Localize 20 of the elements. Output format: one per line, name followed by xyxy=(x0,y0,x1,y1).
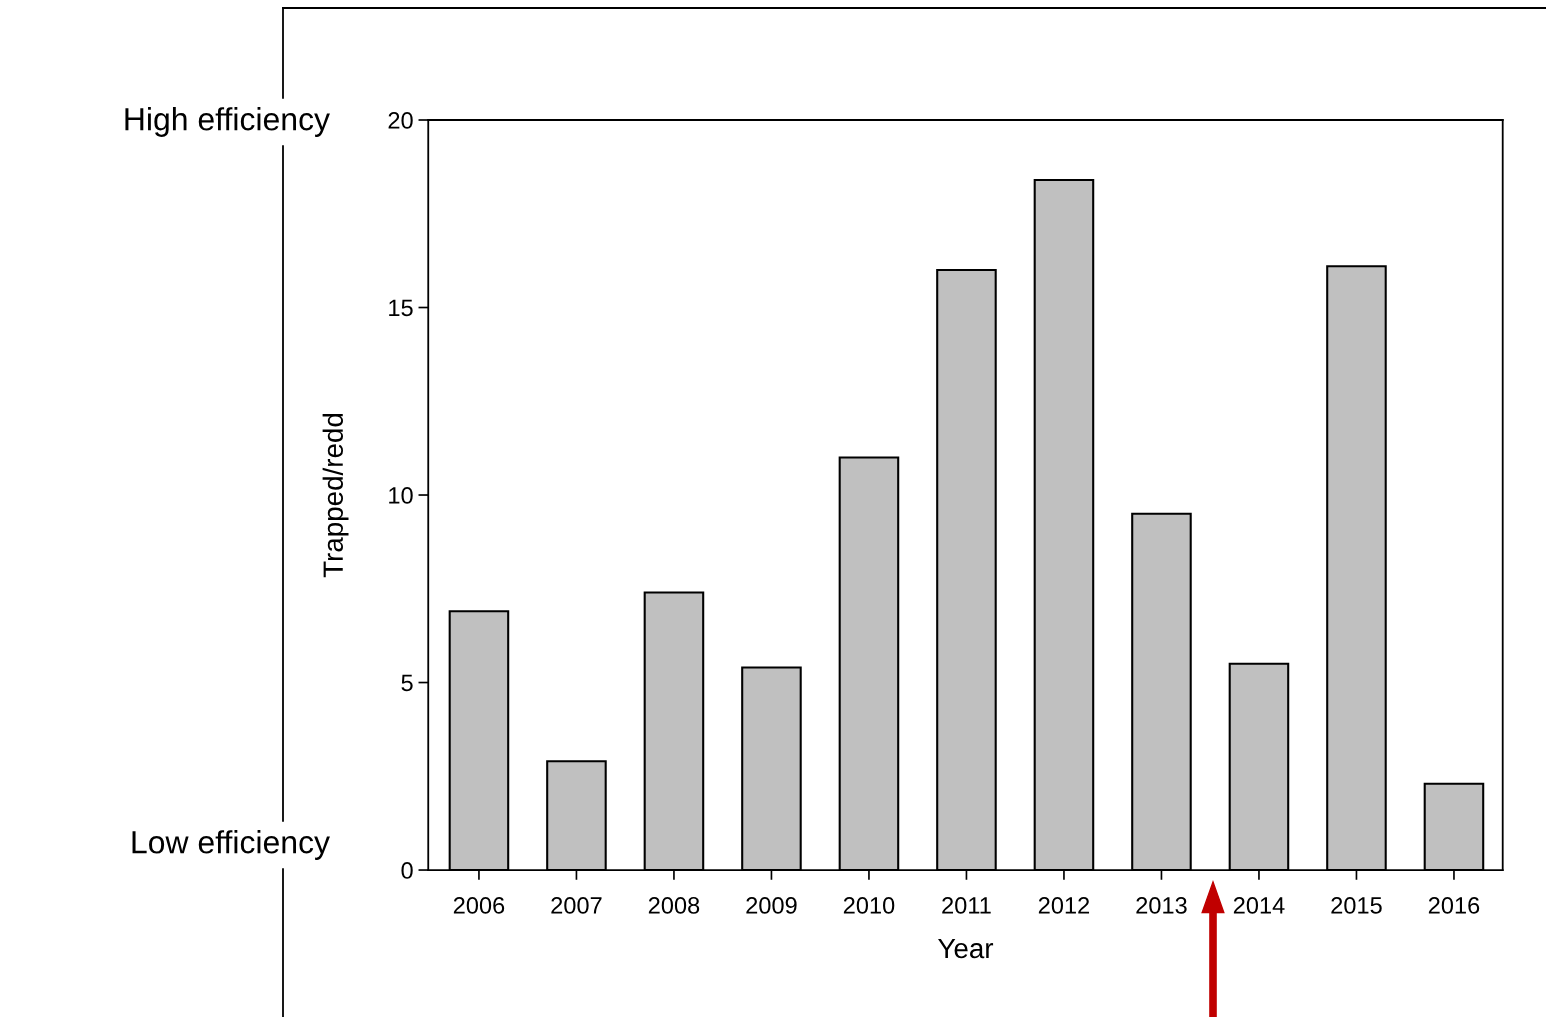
x-tick-label: 2006 xyxy=(453,897,505,914)
text: High efficiency xyxy=(125,107,330,137)
y-tick-label: 15 xyxy=(389,299,413,317)
x-tick-label: 2016 xyxy=(1428,897,1480,914)
y-tick-label: 10 xyxy=(389,487,413,504)
y-tick-label: 0 xyxy=(401,862,413,879)
x-tick-label: 2015 xyxy=(1331,897,1382,914)
x-tick-label: 2008 xyxy=(648,897,700,914)
x-tick-label: 2013 xyxy=(1136,897,1187,914)
x-tick-label: 2010 xyxy=(843,897,895,914)
x-tick-label: 2012 xyxy=(1038,897,1090,914)
y-axis-title: Trapped/redd xyxy=(322,413,349,578)
x-axis-title: Year xyxy=(938,938,994,959)
y-tick-label: 5 xyxy=(401,674,413,692)
x-tick-label: 2014 xyxy=(1233,897,1285,914)
x-tick-label: 2007 xyxy=(551,897,602,914)
x-tick-label: 2009 xyxy=(746,897,797,914)
x-tick-label: 2011 xyxy=(942,897,991,914)
text: Low efficiency xyxy=(132,830,330,860)
y-tick-label: 20 xyxy=(388,112,413,129)
